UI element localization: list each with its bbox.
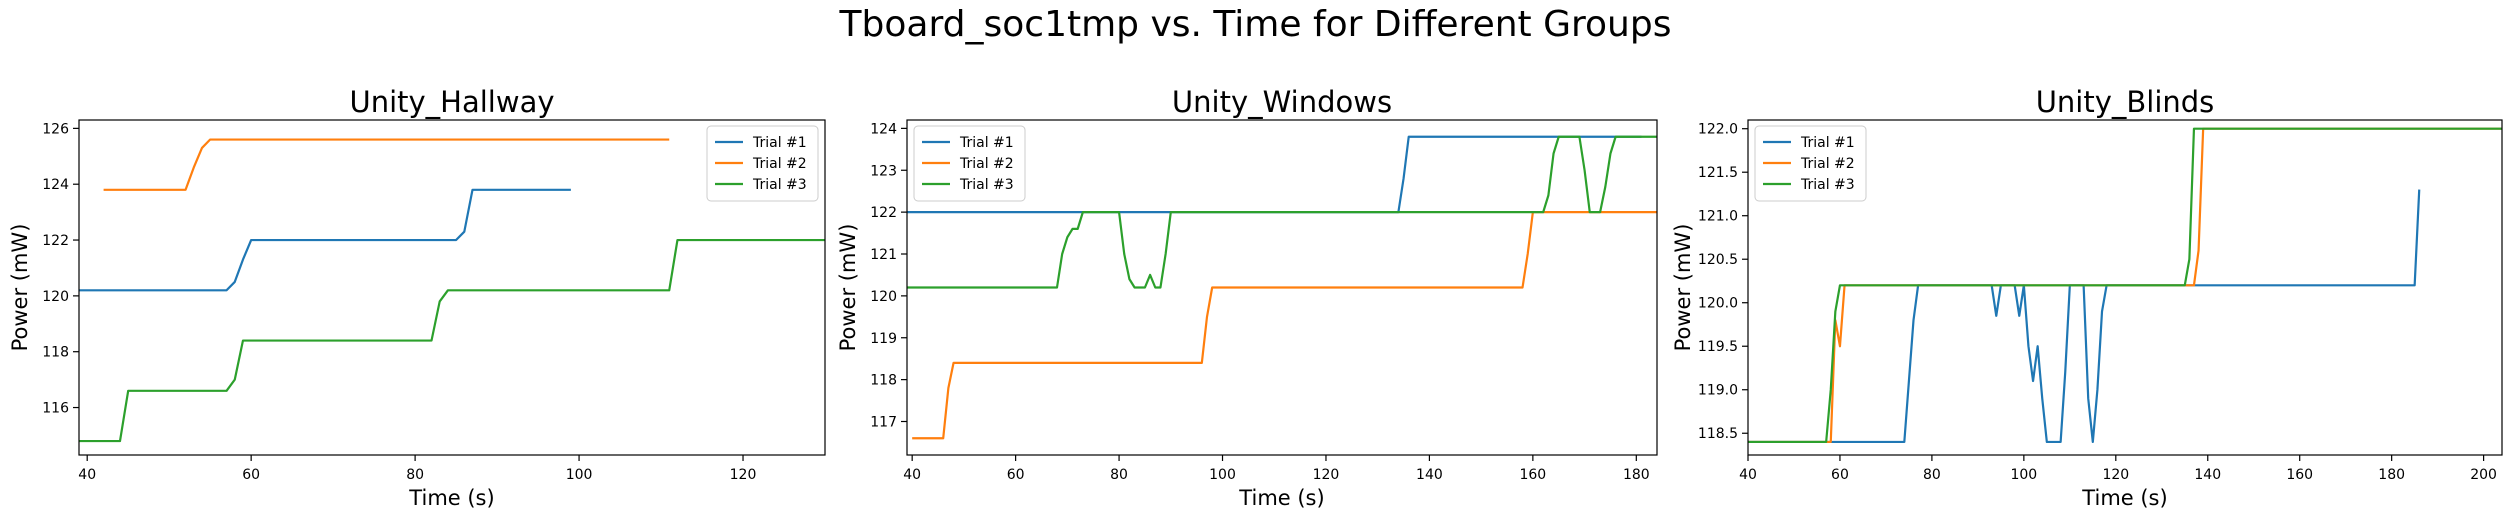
x-tick-label: 180	[1623, 467, 1650, 483]
y-tick-label: 118	[42, 345, 69, 361]
legend-label-trial-2: Trial #2	[959, 156, 1014, 172]
x-tick-label: 80	[1110, 467, 1128, 483]
legend-label-trial-2: Trial #2	[1800, 156, 1855, 172]
legend: Trial #1 Trial #2 Trial #3	[706, 125, 819, 202]
plot-frame	[906, 119, 1658, 456]
x-tick-label: 80	[406, 467, 424, 483]
legend-label-trial-1: Trial #1	[959, 135, 1014, 151]
figure-title: Tboard_soc1tmp vs. Time for Different Gr…	[839, 4, 1672, 45]
y-tick-label: 119.0	[1698, 383, 1738, 399]
x-tick-label: 180	[2378, 467, 2405, 483]
subplot-title: Unity_Blinds	[2036, 85, 2215, 119]
series-line-trial-1	[1748, 189, 2421, 444]
x-tick-label: 120	[2102, 467, 2129, 483]
x-tick-label: 100	[566, 467, 593, 483]
x-tick-label: 80	[1923, 467, 1941, 483]
x-axis-label: Time (s)	[1238, 486, 1324, 510]
x-tick-label: 160	[1519, 467, 1546, 483]
series-line-trial-3	[907, 135, 1657, 289]
y-axis-label: Power (mW)	[836, 224, 860, 352]
y-tick-label: 119.5	[1698, 339, 1738, 355]
x-tick-label: 140	[1416, 467, 1443, 483]
series-line-trial-3	[79, 238, 825, 443]
y-tick-label: 121.0	[1698, 209, 1738, 225]
y-tick-label: 122	[42, 233, 69, 249]
chart-panel-3: 40 60 80 100 120 140 160 180 200 118.5 119.0 119.5 1…	[1671, 85, 2503, 510]
legend: Trial #1 Trial #2 Trial #3	[913, 125, 1026, 202]
y-axis-label: Power (mW)	[8, 224, 32, 352]
y-tick-label: 122	[870, 205, 897, 221]
x-tick-label: 60	[242, 467, 260, 483]
legend-box	[706, 125, 819, 202]
y-axis-label: Power (mW)	[1671, 224, 1695, 352]
legend-label-trial-1: Trial #1	[752, 135, 807, 151]
x-tick-label: 40	[78, 467, 96, 483]
x-tick-label: 140	[2194, 467, 2221, 483]
y-tick-label: 118	[870, 373, 897, 389]
y-tick-label: 121	[870, 247, 897, 263]
y-tick-label: 124	[870, 121, 897, 137]
y-tick-label: 124	[42, 177, 69, 193]
legend-box	[1754, 125, 1867, 202]
x-tick-label: 60	[1831, 467, 1849, 483]
legend-label-trial-3: Trial #3	[752, 177, 807, 193]
y-tick-label: 120	[870, 289, 897, 305]
y-tick-label: 123	[870, 163, 897, 179]
legend-label-trial-1: Trial #1	[1800, 135, 1855, 151]
y-tick-label: 119	[870, 331, 897, 347]
x-tick-label: 40	[1739, 467, 1757, 483]
y-tick-label: 126	[42, 121, 69, 137]
series-line-trial-2	[912, 211, 1657, 440]
x-tick-label: 120	[1313, 467, 1340, 483]
y-tick-label: 117	[870, 415, 897, 431]
y-tick-label: 120	[42, 289, 69, 305]
legend: Trial #1 Trial #2 Trial #3	[1754, 125, 1867, 202]
x-tick-label: 120	[730, 467, 757, 483]
plot-frame	[78, 119, 826, 456]
chart-panel-1: 40 60 80 100 120 116 118 120 122 124 126 Unity_Hall…	[8, 85, 826, 510]
x-tick-label: 200	[2470, 467, 2497, 483]
x-tick-label: 100	[2010, 467, 2037, 483]
x-tick-label: 160	[2286, 467, 2313, 483]
y-tick-label: 118.5	[1698, 426, 1738, 442]
chart-panel-2: 40 60 80 100 120 140 160 180 117 118 119 120 121 122 1…	[836, 85, 1658, 510]
y-tick-label: 116	[42, 401, 69, 417]
y-tick-label: 122.0	[1698, 122, 1738, 138]
subplot-title: Unity_Windows	[1172, 85, 1392, 119]
legend-label-trial-3: Trial #3	[959, 177, 1014, 193]
x-axis-label: Time (s)	[408, 486, 494, 510]
y-tick-label: 121.5	[1698, 165, 1738, 181]
series-line-trial-2	[103, 138, 670, 191]
legend-label-trial-2: Trial #2	[752, 156, 807, 172]
legend-label-trial-3: Trial #3	[1800, 177, 1855, 193]
subplot-title: Unity_Hallway	[349, 85, 554, 119]
series-line-trial-1	[79, 188, 571, 292]
y-tick-label: 120.5	[1698, 252, 1738, 268]
x-tick-label: 60	[1007, 467, 1025, 483]
x-tick-label: 40	[903, 467, 921, 483]
y-tick-label: 120.0	[1698, 296, 1738, 312]
x-axis-label: Time (s)	[2081, 486, 2167, 510]
x-tick-label: 100	[1209, 467, 1236, 483]
series-line-trial-3	[1748, 127, 2502, 444]
legend-box	[913, 125, 1026, 202]
plot-frame	[1747, 119, 2503, 456]
